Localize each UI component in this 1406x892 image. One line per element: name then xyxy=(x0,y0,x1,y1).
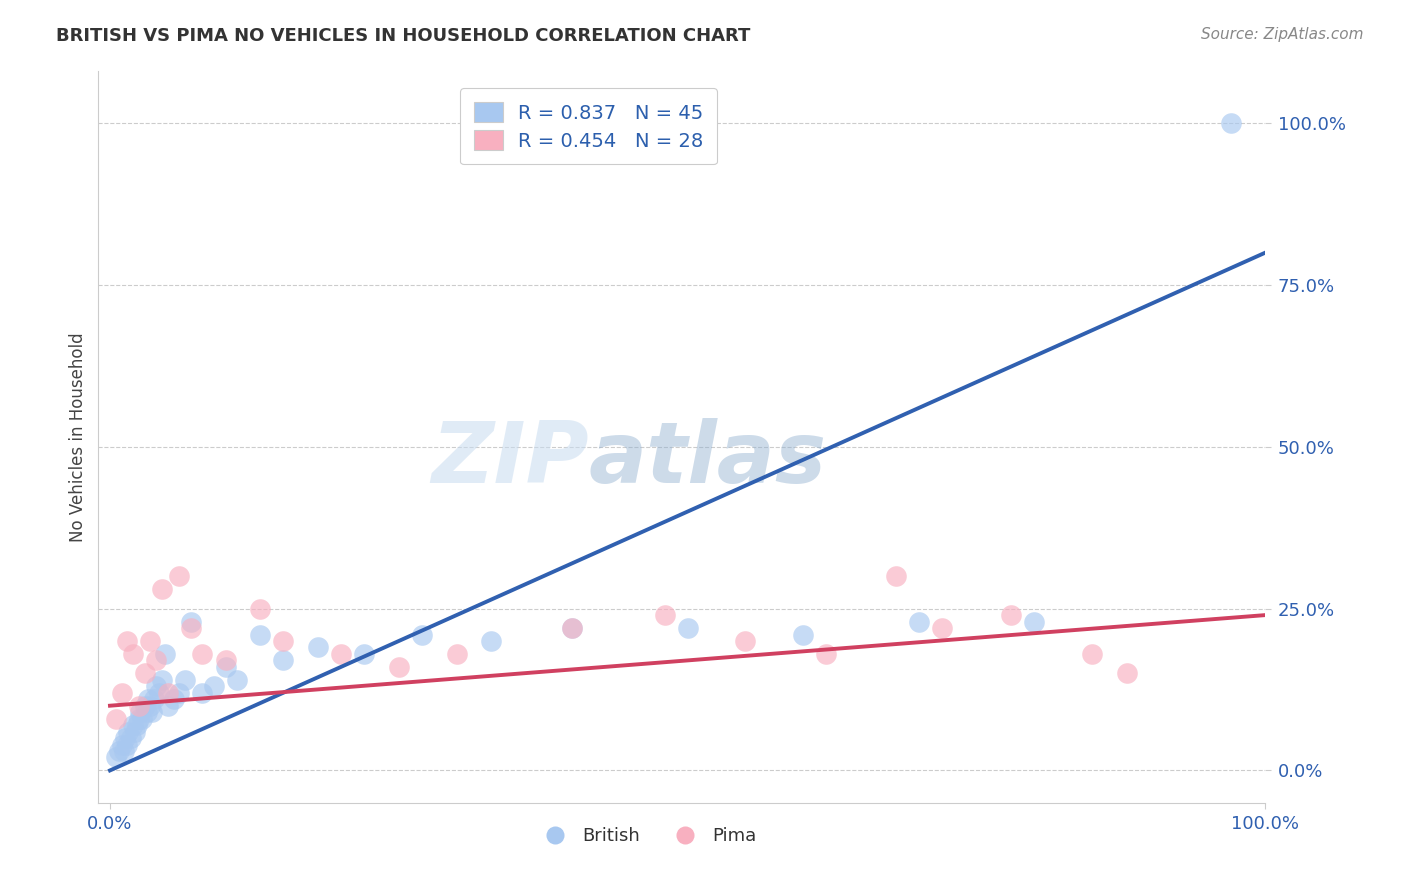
Point xyxy=(136,692,159,706)
Point xyxy=(117,738,139,752)
Point xyxy=(1081,647,1104,661)
Point xyxy=(654,608,676,623)
Point xyxy=(411,627,433,641)
Point xyxy=(169,569,191,583)
Point xyxy=(124,724,146,739)
Point xyxy=(141,705,163,719)
Point xyxy=(446,647,468,661)
Point xyxy=(1024,615,1046,629)
Point xyxy=(561,621,583,635)
Point xyxy=(174,673,197,687)
Point xyxy=(191,647,214,661)
Point xyxy=(104,712,127,726)
Point xyxy=(114,731,136,745)
Point xyxy=(792,627,814,641)
Point xyxy=(145,679,167,693)
Point xyxy=(156,686,179,700)
Point xyxy=(156,698,179,713)
Point xyxy=(110,686,132,700)
Point xyxy=(162,692,184,706)
Y-axis label: No Vehicles in Household: No Vehicles in Household xyxy=(69,332,87,542)
Point xyxy=(150,673,173,687)
Point xyxy=(117,634,139,648)
Point xyxy=(128,712,150,726)
Point xyxy=(150,582,173,597)
Point xyxy=(676,621,699,635)
Point xyxy=(1000,608,1022,623)
Point xyxy=(249,601,271,615)
Point xyxy=(169,686,191,700)
Point xyxy=(122,647,145,661)
Point xyxy=(330,647,353,661)
Text: ZIP: ZIP xyxy=(430,417,589,500)
Point xyxy=(307,640,329,655)
Point xyxy=(884,569,907,583)
Point xyxy=(131,712,153,726)
Point xyxy=(136,705,159,719)
Point xyxy=(125,718,148,732)
Point xyxy=(134,666,156,681)
Point xyxy=(249,627,271,641)
Point xyxy=(155,647,177,661)
Point xyxy=(271,653,294,667)
Point xyxy=(145,653,167,667)
Point xyxy=(1115,666,1137,681)
Point xyxy=(139,698,162,713)
Point xyxy=(907,615,929,629)
Point xyxy=(561,621,583,635)
Point xyxy=(120,731,142,745)
Point xyxy=(214,660,236,674)
Point xyxy=(479,634,502,648)
Point xyxy=(226,673,249,687)
Point xyxy=(180,615,202,629)
Text: atlas: atlas xyxy=(589,417,827,500)
Legend: British, Pima: British, Pima xyxy=(530,820,763,852)
Point xyxy=(191,686,214,700)
Point xyxy=(815,647,838,661)
Point xyxy=(271,634,294,648)
Point xyxy=(734,634,756,648)
Point xyxy=(148,686,170,700)
Text: Source: ZipAtlas.com: Source: ZipAtlas.com xyxy=(1201,27,1364,42)
Point xyxy=(1219,116,1241,130)
Point xyxy=(388,660,411,674)
Point xyxy=(353,647,375,661)
Point xyxy=(180,621,202,635)
Point xyxy=(128,698,150,713)
Point xyxy=(134,698,156,713)
Point xyxy=(214,653,236,667)
Point xyxy=(104,750,127,764)
Point xyxy=(110,738,132,752)
Point xyxy=(108,744,131,758)
Text: BRITISH VS PIMA NO VEHICLES IN HOUSEHOLD CORRELATION CHART: BRITISH VS PIMA NO VEHICLES IN HOUSEHOLD… xyxy=(56,27,751,45)
Point xyxy=(142,692,165,706)
Point xyxy=(122,718,145,732)
Point xyxy=(202,679,225,693)
Point xyxy=(931,621,953,635)
Point xyxy=(139,634,162,648)
Point xyxy=(117,724,139,739)
Point xyxy=(112,744,135,758)
Point xyxy=(129,705,152,719)
